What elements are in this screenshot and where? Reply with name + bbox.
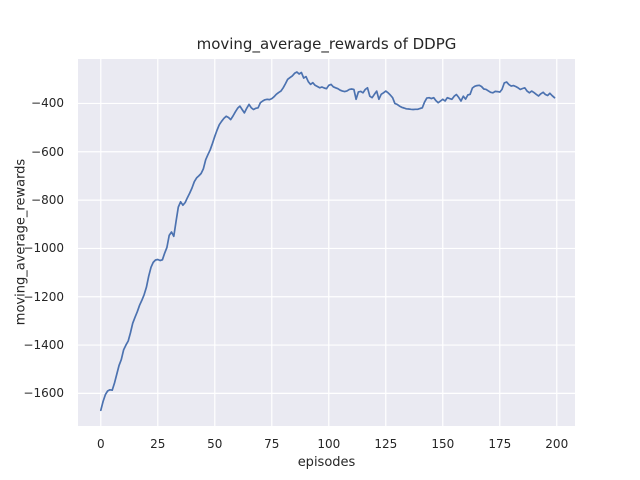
x-tick-label: 0 <box>96 437 105 451</box>
y-tick-label: −1000 <box>23 241 64 256</box>
x-tick-label: 175 <box>488 437 512 451</box>
chart-title: moving_average_rewards of DDPG <box>196 35 457 53</box>
y-tick-label: −800 <box>31 193 64 208</box>
y-tick-label: −1200 <box>23 289 64 304</box>
x-tick-label: 125 <box>374 437 398 451</box>
x-tick-label: 75 <box>264 437 280 451</box>
y-tick-label: −1600 <box>23 386 64 401</box>
y-tick-label: −1400 <box>23 338 64 353</box>
x-tick-label: 25 <box>150 437 166 451</box>
reward-line <box>99 71 556 412</box>
axes-background <box>78 59 575 426</box>
x-axis-label: episodes <box>297 455 356 470</box>
y-tick-label: −600 <box>31 144 64 159</box>
y-tick-label: −400 <box>31 96 64 111</box>
x-tick-label: 100 <box>317 437 341 451</box>
x-tick-label: 150 <box>431 437 455 451</box>
x-tick-label: 200 <box>545 437 569 451</box>
x-tick-label: 50 <box>207 437 223 451</box>
